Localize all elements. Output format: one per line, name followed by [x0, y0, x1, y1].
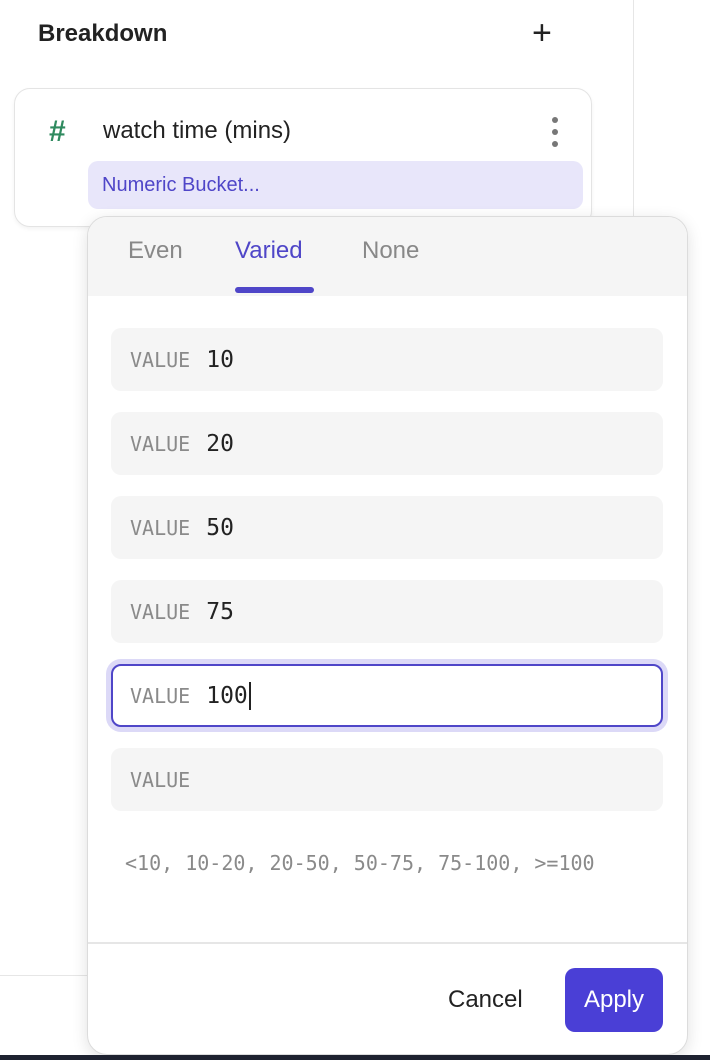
bucket-tabs: Even Varied None	[88, 217, 687, 296]
property-name: watch time (mins)	[103, 117, 292, 144]
bucket-popup: Even Varied None VALUE 10 VALUE 20 VALUE 50…	[87, 216, 688, 1055]
value-input[interactable]: VALUE 75	[111, 580, 663, 643]
value-label: VALUE	[130, 683, 191, 708]
kebab-icon[interactable]	[551, 117, 559, 147]
value-label: VALUE	[130, 431, 191, 456]
tab-varied[interactable]: Varied	[235, 237, 303, 264]
text-caret	[248, 681, 251, 710]
taskbar-strip	[0, 1055, 710, 1060]
value-input-empty[interactable]: VALUE	[111, 748, 663, 811]
value-text: 20	[206, 430, 234, 457]
value-text: 100	[206, 682, 248, 709]
breakdown-item-card: # watch time (mins) Numeric Bucket...	[14, 88, 592, 227]
apply-button[interactable]: Apply	[565, 968, 663, 1032]
active-tab-indicator	[235, 287, 314, 293]
value-text: 50	[206, 514, 234, 541]
value-input[interactable]: VALUE 50	[111, 496, 663, 559]
cancel-button[interactable]: Cancel	[448, 986, 523, 1013]
breakdown-title: Breakdown	[38, 20, 168, 47]
hash-icon: #	[49, 115, 66, 148]
tab-none[interactable]: None	[362, 237, 420, 264]
tab-even[interactable]: Even	[128, 237, 183, 264]
value-input-focused[interactable]: VALUE 100	[111, 664, 663, 727]
value-label: VALUE	[130, 599, 191, 624]
value-input[interactable]: VALUE 20	[111, 412, 663, 475]
plus-icon[interactable]: +	[532, 14, 552, 52]
footer-divider	[88, 942, 687, 944]
numeric-bucket-button[interactable]: Numeric Bucket...	[88, 161, 583, 209]
value-label: VALUE	[130, 347, 191, 372]
bucket-summary: <10, 10-20, 20-50, 50-75, 75-100, >=100	[125, 851, 595, 875]
value-text: 10	[206, 346, 234, 373]
section-divider	[0, 975, 100, 976]
value-label: VALUE	[130, 515, 191, 540]
value-text: 75	[206, 598, 234, 625]
value-input[interactable]: VALUE 10	[111, 328, 663, 391]
value-label: VALUE	[130, 767, 191, 792]
